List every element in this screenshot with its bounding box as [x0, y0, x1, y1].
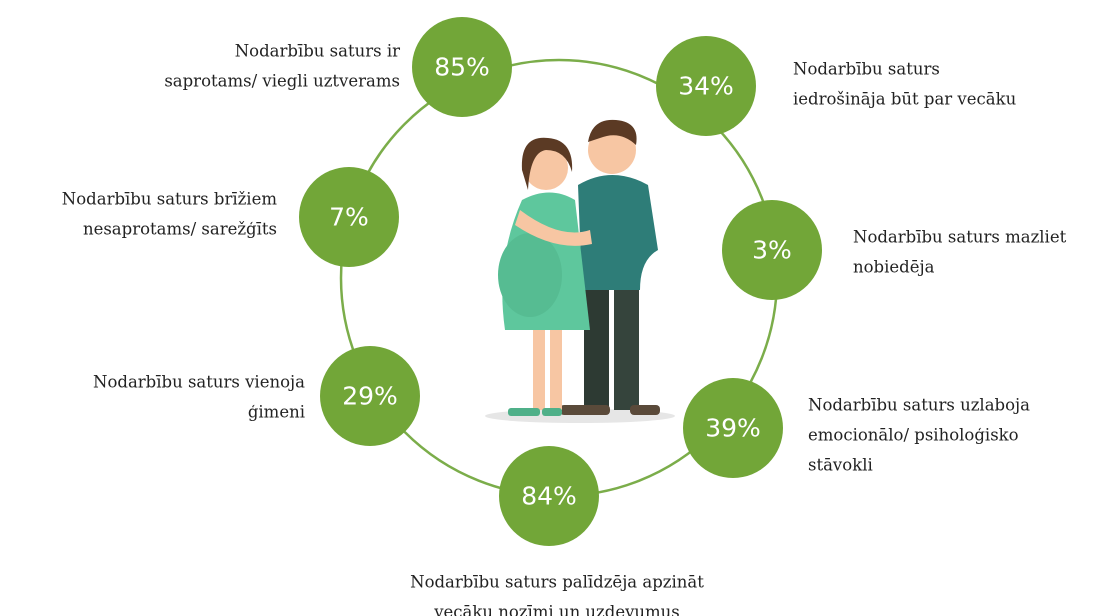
node-label: Nodarbību saturs palīdzēja apzināt — [410, 573, 704, 592]
node-label: stāvokli — [808, 456, 873, 475]
node-label: Nodarbību saturs mazliet — [853, 228, 1067, 247]
percent-value: 7% — [329, 203, 369, 232]
node-label: nobiedēja — [853, 258, 935, 277]
node-label: ģimeni — [248, 403, 305, 422]
node-label: iedrošināja būt par vecāku — [793, 90, 1017, 109]
percent-value: 39% — [705, 414, 761, 443]
node-label: Nodarbību saturs ir — [235, 42, 400, 61]
node-label: vecāku nozīmi un uzdevumus — [433, 603, 680, 616]
node-label: emocionālo/ psiholoģisko — [808, 426, 1019, 445]
page: 85% Nodarbību saturs ir saprotams/ viegli … — [0, 0, 1120, 616]
node-label: Nodarbību saturs vienoja — [93, 373, 305, 392]
percent-value: 84% — [521, 482, 577, 511]
node-label: saprotams/ viegli uztverams — [164, 72, 400, 91]
node-label: nesaprotams/ sarežģīts — [83, 220, 277, 239]
node-label: Nodarbību saturs uzlaboja — [808, 396, 1030, 415]
percent-value: 34% — [678, 72, 734, 101]
node-label: Nodarbību saturs — [793, 60, 940, 79]
percent-value: 3% — [752, 236, 792, 265]
percent-value: 29% — [342, 382, 398, 411]
infographic: 85% Nodarbību saturs ir saprotams/ viegli … — [0, 0, 1120, 616]
couple-illustration — [485, 120, 675, 423]
node-label: Nodarbību saturs brīžiem — [62, 190, 278, 209]
percent-value: 85% — [434, 53, 490, 82]
